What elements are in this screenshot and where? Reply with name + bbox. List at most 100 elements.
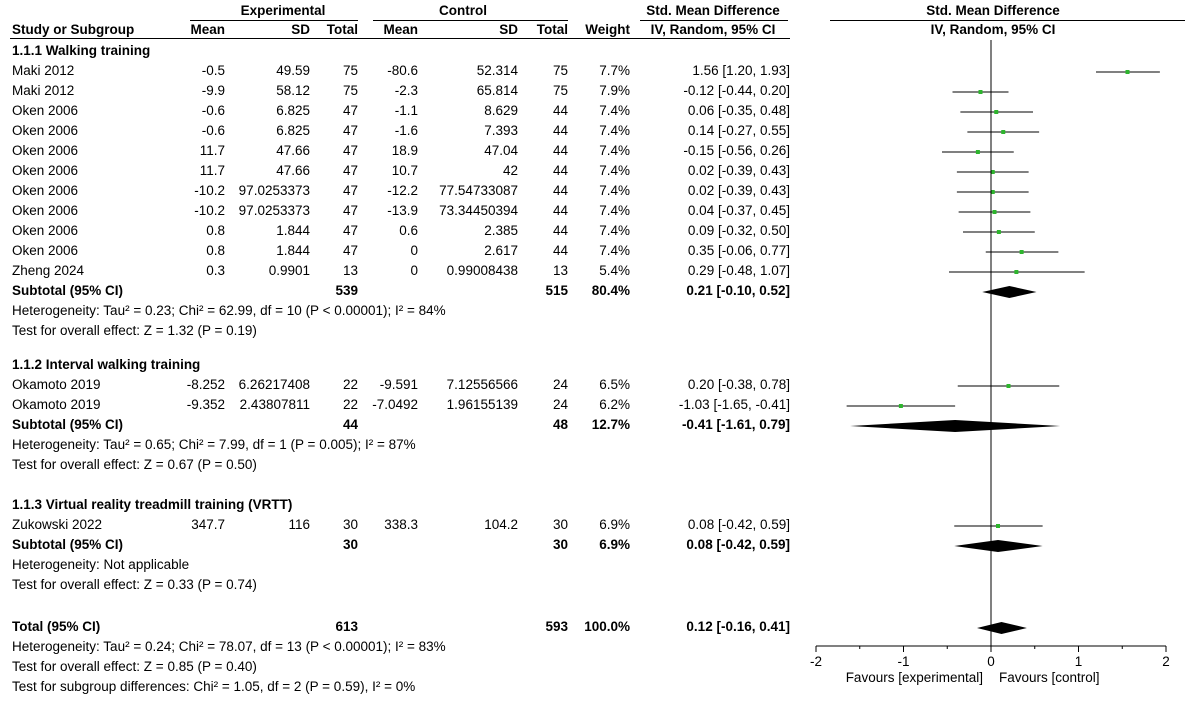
study-estimate-marker [990, 170, 995, 174]
study-name: Oken 2006 [12, 183, 79, 198]
sd-control: 2.385 [484, 223, 518, 238]
study-weight: 6.2% [599, 397, 630, 412]
total-total-experimental: 613 [335, 619, 358, 634]
total-experimental: 13 [342, 263, 358, 278]
header-total-c: Total [536, 22, 568, 37]
subtotal-total-experimental: 30 [342, 537, 358, 552]
study-estimate-marker [996, 230, 1001, 234]
study-weight: 6.5% [599, 377, 630, 392]
x-tick-label: 1 [1075, 654, 1083, 669]
study-estimate-marker [996, 524, 1000, 528]
sd-control: 65.814 [476, 83, 518, 98]
study-ci-text: 0.04 [-0.37, 0.45] [687, 203, 790, 218]
study-name: Oken 2006 [12, 223, 79, 238]
sd-control: 104.2 [484, 517, 518, 532]
sd-experimental: 97.0253373 [238, 203, 310, 218]
sd-control: 7.393 [484, 123, 518, 138]
study-estimate-marker [1014, 270, 1019, 274]
total-control: 44 [552, 103, 568, 118]
overall-effect-text: Test for overall effect: Z = 1.32 (P = 0… [12, 323, 257, 338]
total-experimental: 47 [342, 183, 358, 198]
subgroup-title: 1.1.2 Interval walking training [12, 357, 201, 372]
header-control: Control [439, 3, 487, 18]
mean-control: 0 [410, 243, 418, 258]
study-name: Oken 2006 [12, 103, 79, 118]
mean-experimental: 0.3 [206, 263, 225, 278]
mean-experimental: 11.7 [199, 143, 225, 158]
total-control: 44 [552, 143, 568, 158]
study-weight: 7.7% [599, 63, 630, 78]
total-control: 75 [552, 83, 568, 98]
mean-experimental: -10.2 [194, 203, 225, 218]
sd-experimental: 97.0253373 [238, 183, 310, 198]
study-weight: 7.4% [599, 163, 630, 178]
subgroup-differences-text: Test for subgroup differences: Chi² = 1.… [12, 679, 416, 694]
subgroup-title: 1.1.3 Virtual reality treadmill training… [12, 497, 293, 512]
total-experimental: 47 [342, 163, 358, 178]
underline-control [373, 20, 568, 21]
total-overall-effect-text: Test for overall effect: Z = 0.85 (P = 0… [12, 659, 257, 674]
sd-control: 42 [502, 163, 518, 178]
mean-control: -2.3 [394, 83, 418, 98]
subtotal-total-control: 515 [545, 283, 568, 298]
study-estimate-marker [994, 110, 999, 114]
mean-control: -1.1 [394, 103, 418, 118]
header-weight: Weight [585, 22, 630, 37]
mean-control: -7.0492 [372, 397, 418, 412]
total-experimental: 22 [342, 377, 358, 392]
study-ci-text: 1.56 [1.20, 1.93] [692, 63, 790, 78]
sd-control: 77.54733087 [439, 183, 518, 198]
total-control: 44 [552, 183, 568, 198]
sd-control: 52.314 [476, 63, 518, 78]
mean-control: -80.6 [387, 63, 418, 78]
mean-experimental: 11.7 [199, 163, 225, 178]
sd-experimental: 6.26217408 [238, 377, 310, 392]
sd-control: 7.12556566 [446, 377, 518, 392]
total-ci-text: 0.12 [-0.16, 0.41] [686, 619, 790, 634]
header-total-e: Total [326, 22, 358, 37]
subtotal-weight: 6.9% [599, 537, 630, 552]
header-sd-c: SD [499, 22, 518, 37]
header-smd-left: Std. Mean Difference [646, 3, 780, 18]
sd-experimental: 49.59 [276, 63, 310, 78]
study-weight: 7.4% [599, 203, 630, 218]
study-name: Okamoto 2019 [12, 397, 101, 412]
mean-control: 0 [410, 263, 418, 278]
header-method-right: IV, Random, 95% CI [930, 22, 1056, 37]
total-experimental: 47 [342, 123, 358, 138]
sd-control: 8.629 [484, 103, 518, 118]
mean-control: -12.2 [387, 183, 418, 198]
sd-control: 73.34450394 [439, 203, 518, 218]
subgroup-title: 1.1.1 Walking training [12, 43, 151, 58]
study-name: Oken 2006 [12, 163, 79, 178]
sd-experimental: 116 [288, 517, 310, 532]
study-ci-text: -1.03 [-1.65, -0.41] [678, 397, 790, 412]
study-ci-text: 0.20 [-0.38, 0.78] [687, 377, 790, 392]
sd-control: 47.04 [484, 143, 518, 158]
subtotal-label: Subtotal (95% CI) [12, 283, 124, 298]
subtotal-diamond [954, 540, 1043, 552]
study-weight: 7.4% [599, 243, 630, 258]
total-control: 30 [552, 517, 568, 532]
subtotal-diamond [850, 420, 1061, 432]
sd-experimental: 0.9901 [268, 263, 310, 278]
total-control: 44 [552, 243, 568, 258]
study-estimate-marker [1019, 250, 1024, 254]
x-tick-label: 2 [1162, 654, 1170, 669]
header-method-left: IV, Random, 95% CI [650, 22, 776, 37]
study-estimate-marker [898, 404, 903, 408]
study-estimate-marker [992, 210, 997, 214]
total-experimental: 30 [342, 517, 358, 532]
subtotal-weight: 12.7% [591, 417, 630, 432]
header-smd-right: Std. Mean Difference [926, 3, 1060, 18]
favours-control-label: Favours [control] [999, 670, 1100, 685]
mean-experimental: 0.8 [206, 243, 225, 258]
study-ci-text: 0.14 [-0.27, 0.55] [687, 123, 790, 138]
sd-experimental: 6.825 [276, 103, 310, 118]
total-experimental: 22 [342, 397, 358, 412]
heterogeneity-text: Heterogeneity: Not applicable [12, 557, 190, 572]
sd-control: 0.99008438 [446, 263, 518, 278]
study-name: Okamoto 2019 [12, 377, 101, 392]
mean-experimental: 0.8 [206, 223, 225, 238]
